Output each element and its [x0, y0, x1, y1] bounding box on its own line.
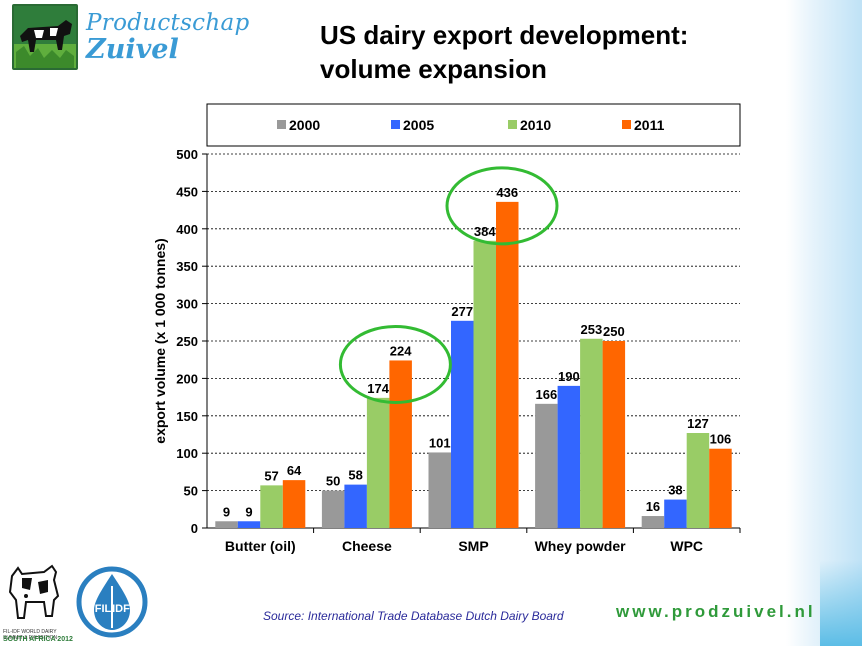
- y-tick-label: 300: [176, 297, 198, 312]
- data-label: 253: [580, 322, 602, 337]
- legend-swatch-2000: [277, 120, 286, 129]
- fil-idf-logo-icon: FIL IDF: [72, 566, 152, 638]
- bar-2010: [260, 485, 283, 528]
- data-label: 9: [223, 504, 230, 519]
- legend-label-2010: 2010: [520, 117, 551, 133]
- bar-2011: [389, 360, 412, 528]
- data-label: 166: [535, 387, 557, 402]
- bar-2000: [535, 403, 558, 528]
- summit-cow-logo-icon: [4, 562, 68, 646]
- legend-swatch-2005: [391, 120, 400, 129]
- x-tick-label: SMP: [458, 538, 488, 554]
- data-label: 250: [603, 324, 625, 339]
- y-tick-label: 350: [176, 259, 198, 274]
- data-label: 277: [451, 304, 473, 319]
- x-tick-label: Butter (oil): [225, 538, 296, 554]
- legend-swatch-2010: [508, 120, 517, 129]
- y-tick-label: 400: [176, 222, 198, 237]
- y-tick-label: 250: [176, 334, 198, 349]
- data-label: 58: [348, 468, 362, 483]
- data-label: 9: [245, 504, 252, 519]
- fil-text: FIL: [95, 603, 112, 615]
- bar-2010: [366, 397, 390, 528]
- bar-2005: [664, 499, 687, 528]
- bar-2005: [237, 521, 261, 528]
- bar-2011: [602, 341, 626, 528]
- bar-2010: [473, 240, 496, 528]
- highlight-circle-smp: [445, 166, 559, 246]
- data-label: 38: [668, 483, 682, 498]
- bar-2010: [686, 433, 710, 528]
- data-label: 224: [390, 343, 412, 358]
- bar-2010: [580, 338, 603, 528]
- y-tick-label: 100: [176, 446, 198, 461]
- bar-2005: [557, 385, 581, 528]
- idf-text: IDF: [112, 603, 130, 615]
- data-label: 16: [646, 499, 660, 514]
- y-tick-label: 200: [176, 371, 198, 386]
- data-label: 57: [264, 468, 278, 483]
- x-tick-label: Whey powder: [535, 538, 627, 554]
- bar-2005: [344, 484, 367, 528]
- data-label: 384: [474, 224, 496, 239]
- event-caption: FIL-IDF WORLD DAIRY SUMMIT & EXHIBITION: [3, 629, 58, 641]
- productschap-zuivel-logo: Productschap Zuivel: [12, 4, 252, 70]
- bar-2005: [451, 320, 474, 528]
- data-label: 101: [429, 435, 451, 450]
- bar-2000: [321, 490, 345, 528]
- logo-line-1: Productschap: [86, 10, 250, 36]
- bar-2011: [496, 201, 519, 528]
- legend-label-2005: 2005: [403, 117, 434, 133]
- bar-2011: [709, 448, 732, 528]
- y-tick-label: 150: [176, 409, 198, 424]
- event-location: SOUTH AFRICA 2012: [3, 636, 73, 643]
- data-label: 174: [367, 381, 389, 396]
- data-label: 106: [710, 432, 732, 447]
- title-line-2: volume expansion: [320, 54, 547, 84]
- legend-swatch-2011: [622, 120, 631, 129]
- x-tick-label: Cheese: [342, 538, 392, 554]
- data-label: 436: [496, 185, 518, 200]
- data-label: 50: [326, 474, 340, 489]
- x-tick-label: WPC: [670, 538, 703, 554]
- decorative-corner: [820, 560, 862, 646]
- legend-label-2011: 2011: [634, 117, 665, 133]
- y-axis-label: export volume (x 1 000 tonnes): [152, 238, 168, 443]
- decorative-side-band: [786, 0, 862, 646]
- bar-2000: [215, 521, 238, 528]
- data-label: 190: [558, 369, 580, 384]
- data-label: 127: [687, 416, 709, 431]
- bar-2011: [282, 480, 306, 528]
- page-title: US dairy export development: volume expa…: [320, 18, 780, 86]
- title-line-1: US dairy export development:: [320, 20, 689, 50]
- bar-2000: [428, 452, 451, 528]
- source-note: Source: International Trade Database Dut…: [263, 609, 564, 623]
- y-tick-label: 500: [176, 147, 198, 162]
- legend-box: [206, 103, 741, 147]
- y-tick-label: 0: [191, 521, 198, 536]
- data-label: 64: [287, 463, 302, 478]
- highlight-circle-cheese: [338, 324, 452, 404]
- y-tick-label: 50: [184, 484, 198, 499]
- y-tick-label: 450: [176, 184, 198, 199]
- logo-line-2: Zuivel: [86, 34, 179, 65]
- website-link[interactable]: www.prodzuivel.nl: [616, 602, 816, 621]
- bar-2000: [641, 516, 665, 528]
- legend-label-2000: 2000: [289, 117, 320, 133]
- cow-logo-icon: [12, 4, 78, 70]
